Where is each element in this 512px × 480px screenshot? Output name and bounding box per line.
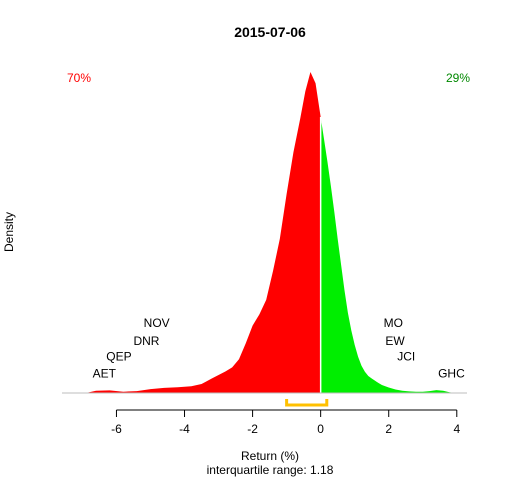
x-tick-label: -6 [111,422,122,436]
stock-label-dnr: DNR [133,334,159,348]
iqr-bracket [285,399,329,407]
stock-label-jci: JCI [397,349,415,363]
x-tick-label: 0 [317,422,324,436]
negative-density-area [85,72,321,393]
chart-title: 2015-07-06 [234,24,306,40]
x-tick-label: 2 [385,422,392,436]
positive-percentage: 29% [446,71,470,85]
x-axis: -6 -4 -2 0 2 4 [111,409,460,436]
iqr-label: interquartile range: 1.18 [207,463,334,477]
stock-label-ew: EW [385,334,405,348]
x-tick-label: -4 [179,422,190,436]
x-tick-label: -2 [247,422,258,436]
stock-label-nov: NOV [144,316,170,330]
stock-label-mo: MO [384,316,403,330]
x-axis-label: Return (%) [241,449,299,463]
positive-density-area [320,116,457,393]
stock-label-qep: QEP [106,349,131,363]
stock-label-aet: AET [93,367,117,381]
x-tick-label: 4 [453,422,460,436]
negative-percentage: 70% [67,71,91,85]
y-axis-label: Density [2,212,16,252]
stock-label-ghc: GHC [438,367,465,381]
